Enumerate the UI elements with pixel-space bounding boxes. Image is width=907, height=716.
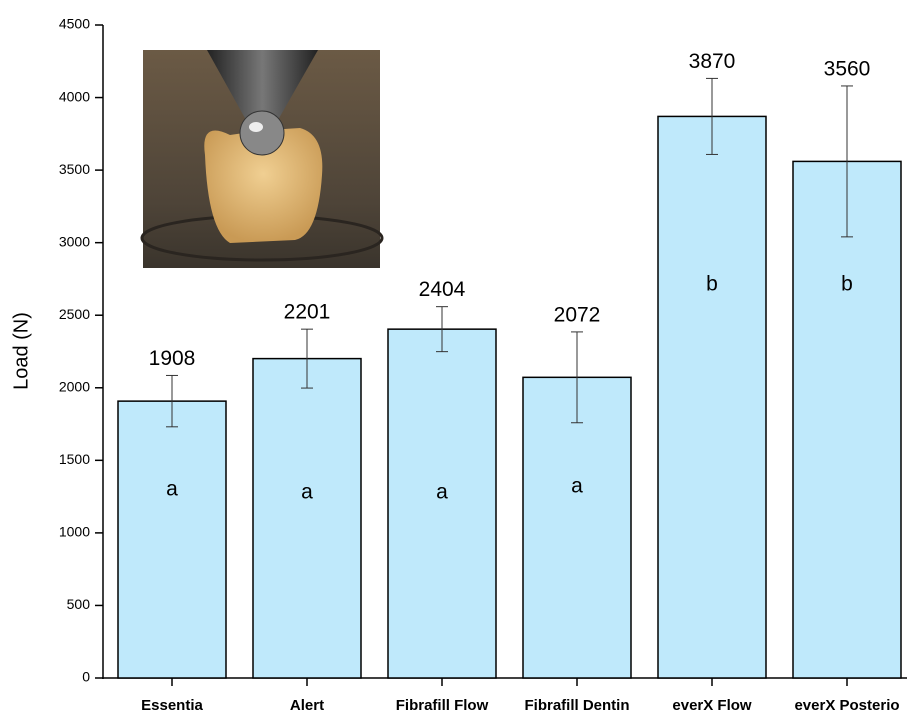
value-label: 2072 (554, 303, 601, 326)
group-label: a (436, 481, 448, 504)
error-bar (571, 331, 583, 424)
bar (387, 328, 497, 679)
x-tick-label: everX Flow (672, 697, 752, 714)
value-label: 1908 (149, 347, 196, 370)
x-tick-label: Alert (290, 697, 324, 714)
y-tick-label: 2000 (59, 378, 90, 394)
group-label: b (841, 273, 853, 296)
y-axis-title: Load (N) (10, 312, 32, 390)
bar (252, 357, 362, 679)
bar (117, 400, 227, 679)
y-tick-label: 1000 (59, 524, 90, 540)
bar (657, 115, 767, 679)
y-tick-label: 3500 (59, 161, 90, 177)
bar (792, 160, 902, 679)
inset-photo (140, 50, 384, 268)
error-bar (301, 328, 313, 389)
y-tick-label: 500 (67, 596, 91, 612)
value-label: 3560 (824, 57, 871, 80)
group-label: a (301, 481, 313, 504)
x-tick-label: Fibrafill Dentin (525, 697, 630, 714)
error-bar (841, 85, 853, 238)
y-tick-label: 1500 (59, 451, 90, 467)
error-bar (436, 306, 448, 353)
y-tick-label: 0 (82, 669, 90, 685)
x-tick-label: Fibrafill Flow (396, 697, 489, 714)
y-tick-label: 4500 (59, 16, 90, 32)
x-tick-label: Essentia (141, 697, 203, 714)
value-label: 3870 (689, 50, 736, 73)
x-tick-label: everX Posterio (794, 697, 899, 714)
y-tick-label: 3000 (59, 233, 90, 249)
y-tick-label: 4000 (59, 88, 90, 104)
bar (522, 376, 632, 679)
value-label: 2201 (284, 301, 331, 324)
error-bar (706, 77, 718, 155)
group-label: a (571, 475, 583, 498)
error-bar (166, 374, 178, 428)
y-tick-label: 2500 (59, 306, 90, 322)
value-label: 2404 (419, 278, 466, 301)
group-label: a (166, 478, 178, 501)
group-label: b (706, 273, 718, 296)
